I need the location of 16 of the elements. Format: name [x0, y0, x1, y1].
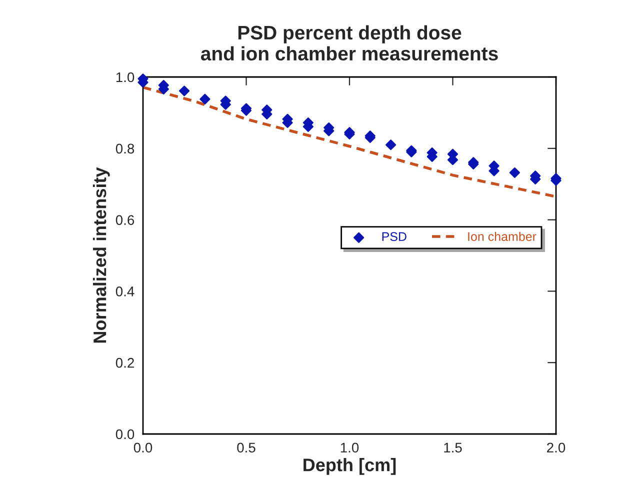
- x-axis-title: Depth [cm]: [304, 458, 396, 475]
- y-tick-label: 0.2: [116, 358, 134, 368]
- y-tick-label: 0.4: [116, 286, 134, 296]
- y-axis-title: Normalized intensity: [92, 167, 110, 343]
- legend-label: PSD: [382, 232, 406, 242]
- x-tick-label: 1.5: [444, 442, 462, 453]
- legend-label: Ion chamber: [468, 232, 536, 242]
- y-tick-label: 0.6: [116, 215, 134, 225]
- y-tick-label: 0.8: [116, 144, 134, 154]
- x-tick-label: 1.0: [340, 442, 359, 453]
- y-tick-label: 1.0: [116, 72, 134, 82]
- x-tick-label: 2.0: [547, 442, 566, 453]
- chart-title: PSD percent depth dose and ion chamber measurements: [200, 25, 498, 61]
- y-tick-label: 0.0: [116, 429, 134, 440]
- x-tick-label: 0.0: [134, 442, 152, 453]
- x-tick-label: 0.5: [237, 442, 256, 453]
